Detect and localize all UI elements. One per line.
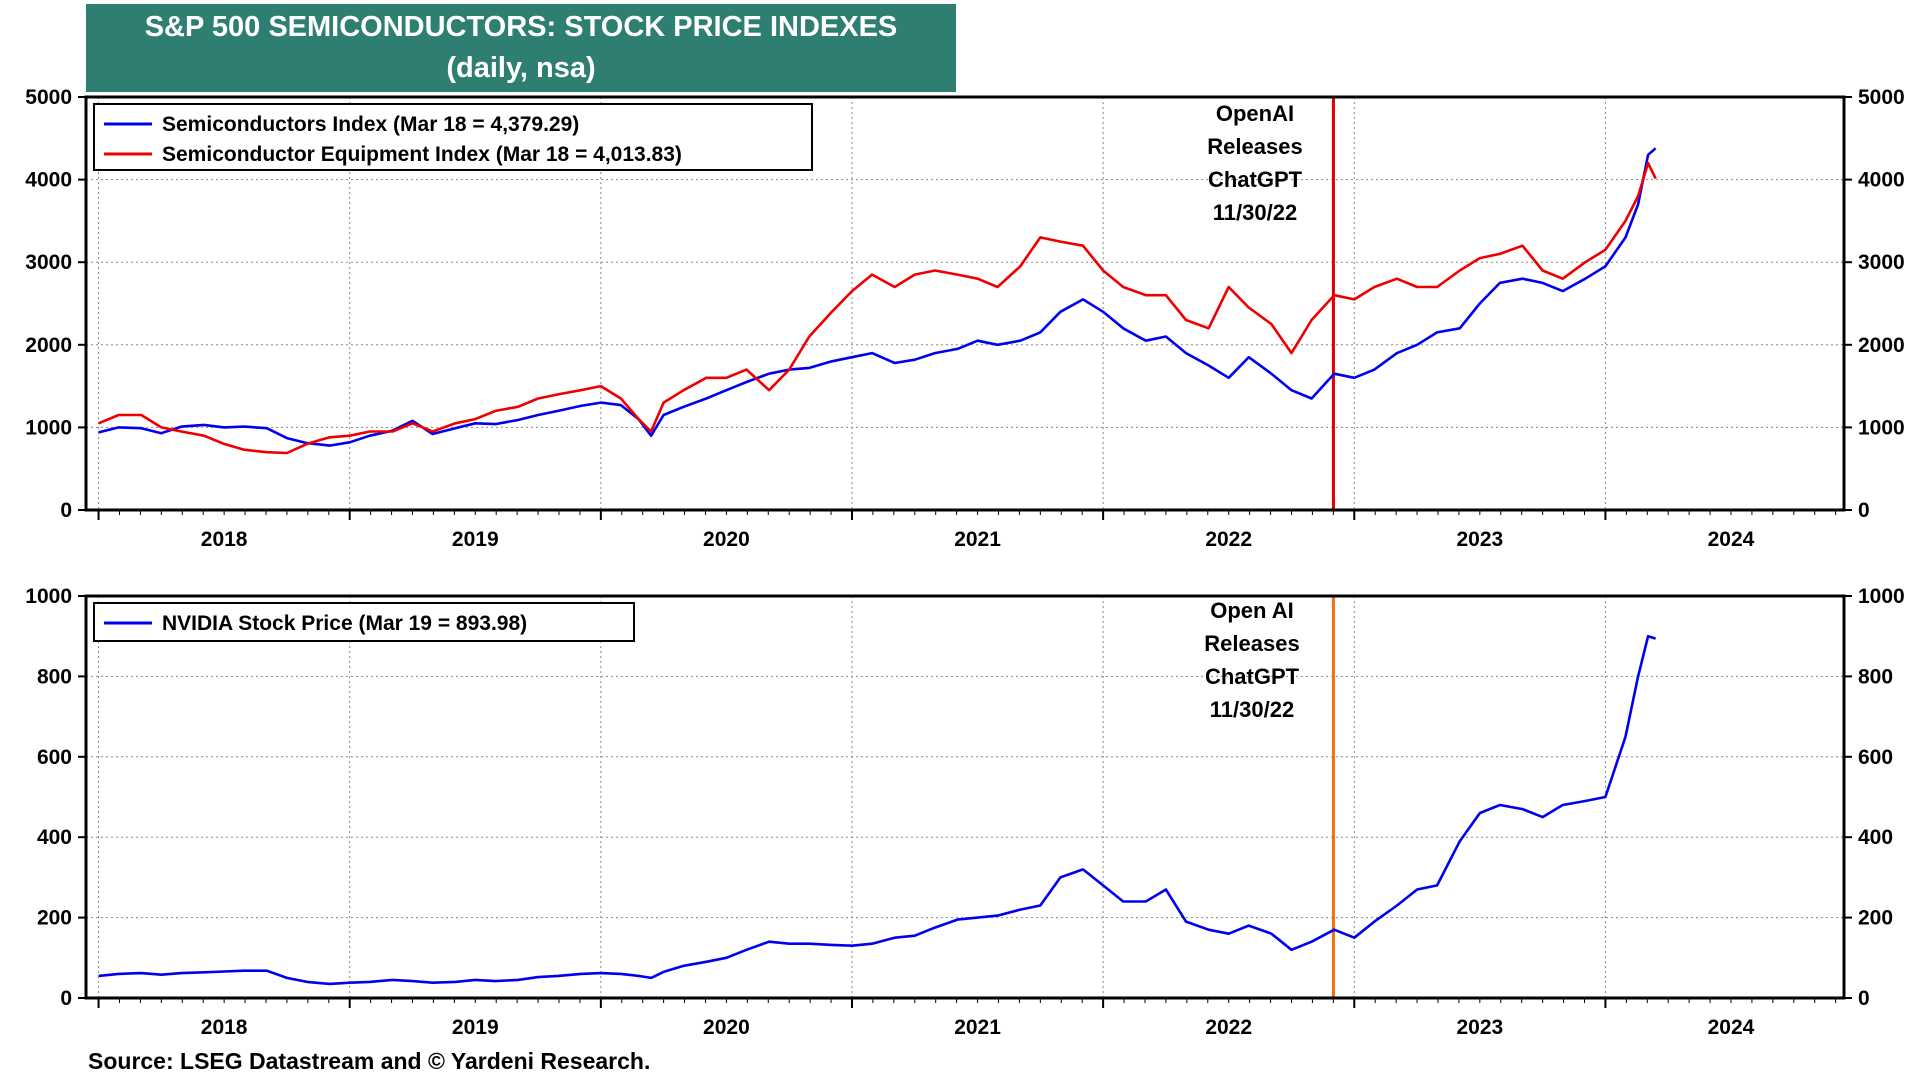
y-tick-label-left: 5000 — [25, 86, 72, 109]
legend-label: Semiconductor Equipment Index (Mar 18 = … — [162, 143, 682, 166]
y-tick-label-left: 200 — [37, 907, 72, 930]
source-note: Source: LSEG Datastream and © Yardeni Re… — [88, 1048, 651, 1074]
plot-frame — [84, 95, 1846, 512]
x-tick-label: 2024 — [1708, 1016, 1755, 1039]
y-tick-label-left: 4000 — [25, 169, 72, 192]
chart-panel-1: 2018 2019 2020 2021 2022 2023 2024 0 0 1000 1000 20… — [25, 86, 1904, 551]
annotation-text: ChatGPT — [1205, 664, 1300, 689]
x-tick-label: 2022 — [1205, 1016, 1252, 1039]
x-tick-label: 2022 — [1205, 528, 1252, 551]
y-tick-label-right: 1000 — [1858, 585, 1905, 608]
y-tick-label-right: 3000 — [1858, 251, 1905, 274]
series-line-1 — [98, 634, 1656, 986]
annotation-text: 11/30/22 — [1213, 200, 1297, 225]
series-line-1 — [98, 147, 1657, 447]
x-tick-label: 2018 — [201, 1016, 248, 1039]
y-tick-label-right: 5000 — [1858, 86, 1905, 109]
y-tick-label-left: 800 — [37, 665, 72, 688]
legend-box — [93, 602, 635, 642]
x-tick-label: 2018 — [201, 528, 248, 551]
y-tick-label-right: 600 — [1858, 746, 1893, 769]
chart-subtitle: (daily, nsa) — [446, 52, 596, 84]
y-tick-label-right: 2000 — [1858, 334, 1905, 357]
chart-panel-2: 2018 2019 2020 2021 2022 2023 2024 0 0 200 200 400 4… — [25, 585, 1904, 1039]
chart-title: S&P 500 SEMICONDUCTORS: STOCK PRICE INDE… — [144, 11, 898, 43]
y-tick-label-right: 1000 — [1858, 416, 1905, 439]
y-tick-label-right: 400 — [1858, 826, 1893, 849]
annotation-text: ChatGPT — [1208, 167, 1303, 192]
annotation-text: OpenAI — [1216, 101, 1294, 126]
y-tick-label-right: 4000 — [1858, 169, 1905, 192]
annotation-text: Releases — [1204, 631, 1299, 656]
x-tick-label: 2020 — [703, 528, 750, 551]
legend-box — [93, 103, 813, 171]
legend-label: NVIDIA Stock Price (Mar 19 = 893.98) — [162, 612, 527, 635]
y-tick-label-left: 400 — [37, 826, 72, 849]
legend: Semiconductors Index (Mar 18 = 4,379.29)… — [93, 103, 813, 171]
x-tick-label: 2023 — [1456, 1016, 1503, 1039]
y-tick-label-left: 1000 — [25, 585, 72, 608]
y-tick-label-left: 0 — [60, 499, 72, 522]
plot-frame — [84, 594, 1846, 1000]
annotation-text: Releases — [1207, 134, 1302, 159]
series-line-2 — [98, 161, 1657, 455]
legend: NVIDIA Stock Price (Mar 19 = 893.98) — [93, 602, 635, 642]
y-tick-label-right: 0 — [1858, 987, 1870, 1010]
y-tick-label-left: 1000 — [25, 416, 72, 439]
y-tick-label-left: 2000 — [25, 334, 72, 357]
x-tick-label: 2019 — [452, 528, 499, 551]
x-tick-label: 2023 — [1456, 528, 1503, 551]
chart-title-banner: S&P 500 SEMICONDUCTORS: STOCK PRICE INDE… — [86, 4, 956, 92]
annotation-text: Open AI — [1210, 598, 1294, 623]
y-tick-label-left: 600 — [37, 746, 72, 769]
legend-label: Semiconductors Index (Mar 18 = 4,379.29) — [162, 113, 579, 136]
x-tick-label: 2021 — [954, 528, 1001, 551]
y-tick-label-right: 200 — [1858, 907, 1893, 930]
x-tick-label: 2019 — [452, 1016, 499, 1039]
annotation-text: 11/30/22 — [1210, 697, 1294, 722]
x-tick-label: 2020 — [703, 1016, 750, 1039]
x-tick-label: 2021 — [954, 1016, 1001, 1039]
y-tick-label-left: 3000 — [25, 251, 72, 274]
x-tick-label: 2024 — [1708, 528, 1755, 551]
y-tick-label-left: 0 — [60, 987, 72, 1010]
y-tick-label-right: 800 — [1858, 665, 1893, 688]
y-tick-label-right: 0 — [1858, 499, 1870, 522]
